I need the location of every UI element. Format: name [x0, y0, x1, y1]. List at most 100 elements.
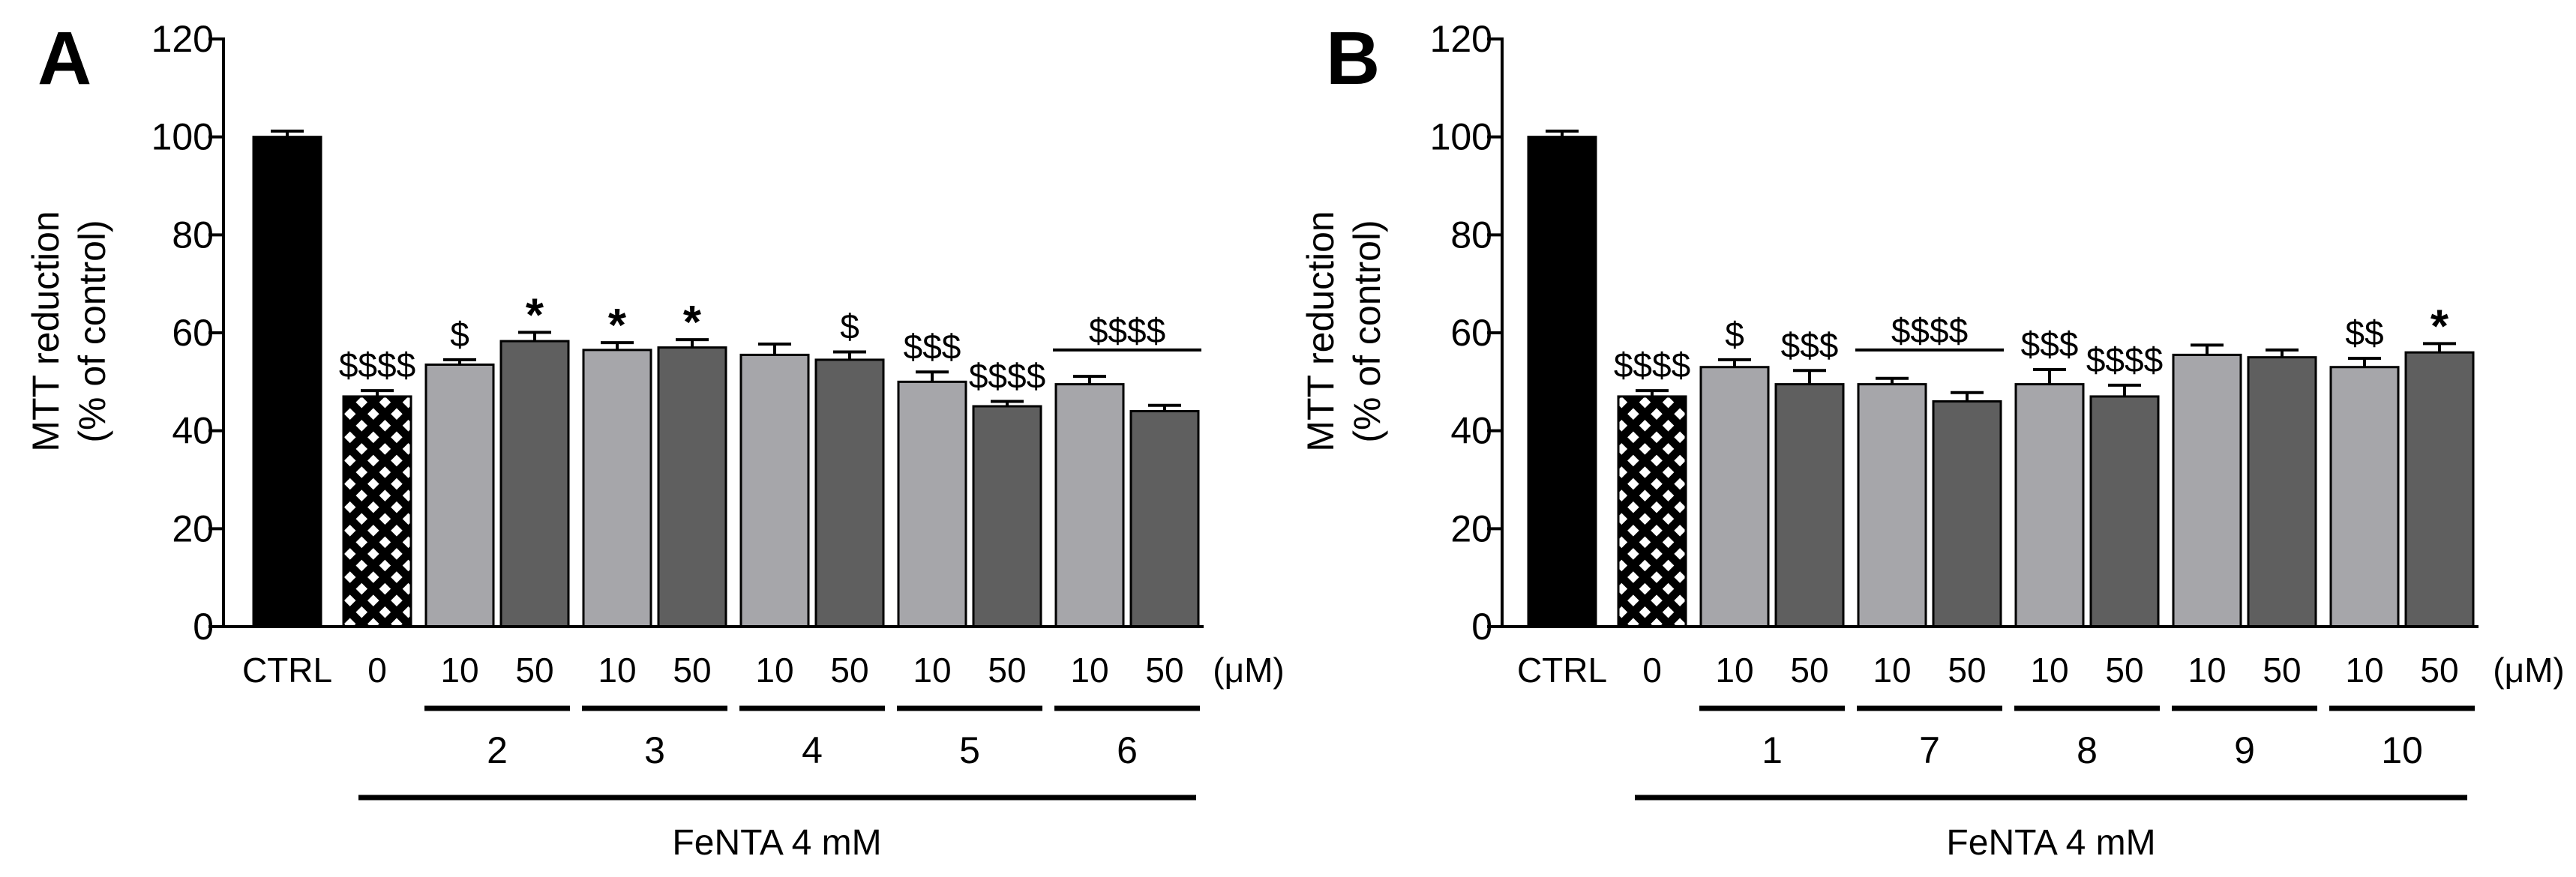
- bar: [657, 346, 727, 628]
- significance-label: $: [840, 307, 859, 346]
- x-tick-label: 50: [1145, 651, 1183, 690]
- bar: [2329, 366, 2400, 628]
- bar: [2247, 356, 2317, 628]
- y-tick-label: 20: [1450, 507, 1492, 549]
- y-tick-label: 0: [1471, 606, 1492, 648]
- x-tick-label: 50: [2420, 651, 2458, 690]
- x-tick-label: 50: [1948, 651, 1986, 690]
- bar: [1932, 400, 2002, 628]
- compound-label: 7: [1919, 729, 1940, 771]
- compound-label: 2: [487, 729, 508, 771]
- annotations: $$$$$ $$$ $$$ $$$$$$ *$$$$: [1614, 301, 2449, 385]
- panel-b: B MTT reduction (% of control) 0 20 40 6…: [1300, 16, 2565, 863]
- y-tick-label: 0: [193, 606, 214, 648]
- significance-label: $$$$: [1891, 311, 1968, 350]
- panel-label: A: [37, 16, 91, 100]
- compound-label: 6: [1117, 729, 1138, 771]
- bar: [2089, 395, 2160, 628]
- x-tick-label: 50: [2105, 651, 2143, 690]
- bar: [342, 395, 412, 628]
- x-tick-label: 10: [440, 651, 478, 690]
- y-axis-title-line2: (% of control): [71, 220, 113, 442]
- significance-label: $$$: [2021, 325, 2079, 364]
- x-tick-labels: CTRL 0 10 50 10 50 10 50 10 50 10 50: [1517, 651, 2459, 690]
- x-tick-labels: CTRL 0 10 50 10 50 10 50 10 50 10 50: [242, 651, 1184, 690]
- x-tick-label: 10: [755, 651, 793, 690]
- significance-label: *: [683, 297, 702, 349]
- significance-label: $$$$: [2086, 340, 2163, 379]
- x-tick-label: 10: [913, 651, 951, 690]
- y-tick-label: 20: [172, 507, 214, 549]
- x-tick-label: 10: [2030, 651, 2068, 690]
- compound-label: 1: [1762, 729, 1783, 771]
- y-axis-title-line2: (% of control): [1346, 220, 1388, 442]
- y-tick-label: 80: [172, 214, 214, 256]
- compound-label: 3: [644, 729, 665, 771]
- y-axis-title: MTT reduction (% of control): [1300, 211, 1388, 451]
- bar: [1774, 383, 1845, 628]
- x-tick-label: 10: [2188, 651, 2226, 690]
- bar: [499, 340, 570, 628]
- panel-a: A MTT reduction (% of control) 0 20 40 6…: [25, 16, 1285, 863]
- compound-label: 10: [2381, 729, 2423, 771]
- bar: [1857, 383, 1927, 628]
- compound-groups: 1 7 8 9 10: [1699, 705, 2475, 771]
- significance-label: $$$$: [1089, 311, 1165, 350]
- y-axis-title: MTT reduction (% of control): [25, 211, 113, 451]
- x-tick-label: 50: [2263, 651, 2301, 690]
- significance-label: $$$$: [969, 356, 1045, 395]
- bar: [814, 358, 885, 628]
- group-caption: FeNTA 4 mM: [1946, 823, 2155, 863]
- y-tick-label: 60: [1450, 312, 1492, 354]
- annotations: $$$$$ * * * $$$$$$$$$$$$: [339, 289, 1201, 395]
- significance-label: $$$: [1781, 325, 1839, 364]
- x-tick-label: 50: [1790, 651, 1828, 690]
- panel-label: B: [1326, 16, 1380, 100]
- significance-label: $: [450, 315, 469, 354]
- unit-label: (μM): [1213, 651, 1284, 690]
- x-tick-label: 10: [1873, 651, 1911, 690]
- bar: [1617, 395, 1687, 628]
- bar: [1054, 383, 1125, 628]
- significance-label: *: [608, 300, 627, 352]
- significance-label: $$: [2345, 313, 2383, 352]
- x-tick-label: CTRL: [1517, 651, 1607, 690]
- y-ticks: 0 20 40 60 80 100 120: [1430, 18, 1502, 648]
- y-tick-label: 80: [1450, 214, 1492, 256]
- y-tick-label: 100: [151, 116, 214, 158]
- x-tick-label: 10: [2345, 651, 2383, 690]
- bar: [2172, 353, 2242, 628]
- bar: [972, 405, 1042, 628]
- unit-label: (μM): [2493, 651, 2564, 690]
- y-ticks: 0 20 40 60 80 100 120: [151, 18, 223, 648]
- y-tick-label: 120: [151, 18, 214, 60]
- x-tick-label: 50: [988, 651, 1026, 690]
- x-tick-label: 10: [598, 651, 636, 690]
- significance-label: *: [526, 289, 544, 341]
- bar: [1527, 136, 1597, 628]
- compound-label: 9: [2234, 729, 2255, 771]
- bar: [424, 363, 495, 628]
- y-tick-label: 120: [1430, 18, 1492, 60]
- significance-label: $: [1725, 315, 1744, 354]
- bars: [1527, 129, 2475, 628]
- significance-label: $$$$: [339, 346, 415, 385]
- bar: [1699, 366, 1770, 628]
- bar: [897, 380, 967, 628]
- x-tick-label: 10: [1715, 651, 1753, 690]
- x-tick-label: 50: [515, 651, 553, 690]
- compound-label: 5: [959, 729, 980, 771]
- x-tick-label: 50: [673, 651, 711, 690]
- bars: [252, 129, 1200, 628]
- significance-label: $$$$: [1614, 346, 1690, 385]
- y-tick-label: 100: [1430, 116, 1492, 158]
- y-axis-title-line1: MTT reduction: [25, 211, 67, 451]
- bar: [1129, 410, 1200, 628]
- y-tick-label: 40: [172, 410, 214, 452]
- compound-label: 4: [802, 729, 823, 771]
- bar: [739, 353, 810, 628]
- x-tick-label: 10: [1070, 651, 1108, 690]
- x-tick-label: 0: [367, 651, 387, 690]
- compound-groups: 2 3 4 5 6: [424, 705, 1200, 771]
